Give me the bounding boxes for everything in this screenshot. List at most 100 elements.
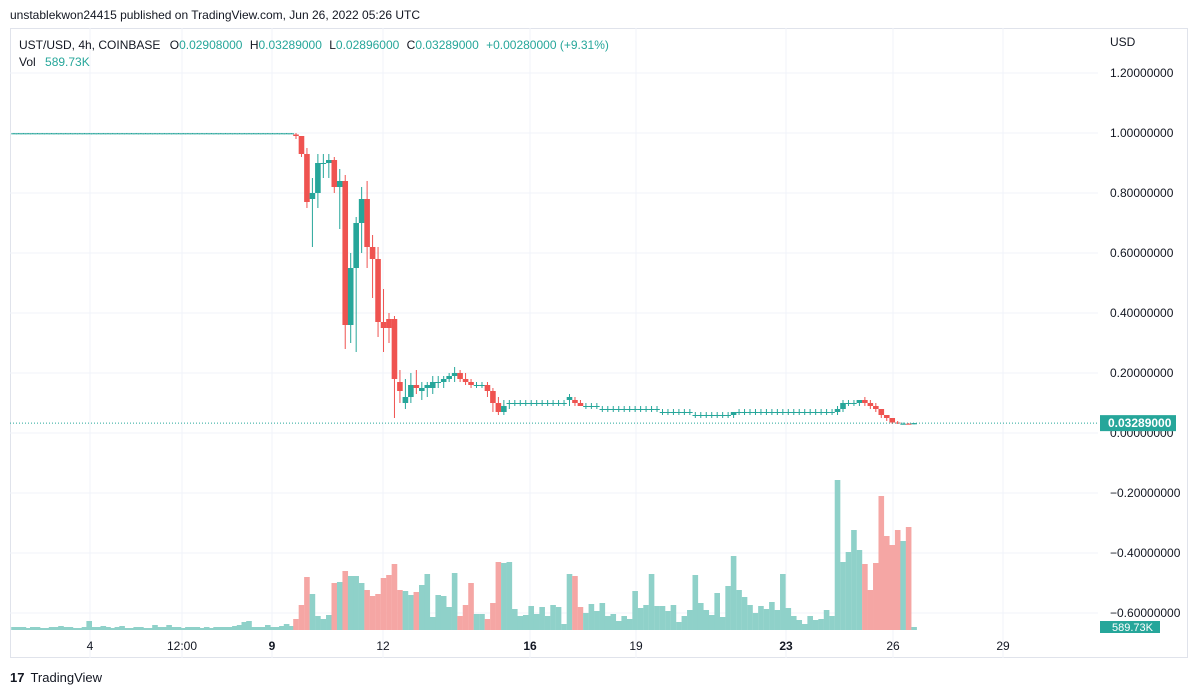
candle-body [331,160,338,187]
footer-brand[interactable]: 17 TradingView [10,670,102,685]
volume-bar [175,627,182,630]
volume-label[interactable]: Vol [19,55,36,69]
volume-bar [419,585,425,630]
high-value: 0.03289000 [258,38,322,52]
candle-body [637,409,644,410]
volume-bar [15,627,22,630]
candle-body [599,409,606,410]
time-tick-label: 29 [996,639,1010,653]
volume-bar [801,624,808,630]
candle-body [269,133,276,135]
volume-bar [283,624,290,630]
candle-body [900,423,906,425]
candle-body [30,133,36,135]
price-unit-label: USD [1110,35,1136,49]
candle-body [39,133,45,135]
volume-bar [479,614,485,630]
candle-body [241,133,248,135]
candle-body [446,376,452,379]
volume-bar [911,627,917,630]
close-value: 0.03289000 [415,38,479,52]
low-label: L [329,38,336,52]
candle-body [194,133,201,135]
candle-body [747,412,753,413]
candle-body [175,133,182,135]
candle-body [812,412,819,413]
candle-body [780,412,786,413]
volume-bar [397,590,403,630]
volume-bar [342,571,349,630]
candle-body [626,409,633,410]
volume-bar [807,616,813,630]
candle-body [610,409,617,410]
volume-bar [829,616,835,630]
publisher-line: unstablekwon24415 published on TradingVi… [10,8,421,22]
volume-bar [763,609,770,630]
candle-body [397,382,403,391]
candle-body [185,133,191,135]
volume-bar [194,627,201,630]
candle-body [774,412,781,413]
candle-body [161,133,168,135]
candle-body [255,133,262,135]
candle-body [189,133,196,135]
volume-bar [353,576,359,630]
price-tick-label: 1.20000000 [1110,66,1174,80]
candle-body [171,133,177,135]
volume-bar [293,619,299,630]
volume-bar [708,615,715,630]
volume-bar [279,626,285,630]
volume-bar [878,496,885,630]
candle-body [353,223,359,268]
volume-bar [326,615,332,630]
volume-bar [790,616,797,630]
candle-body [665,412,671,413]
candle-body [763,412,770,413]
candle-body [72,133,78,135]
volume-bar [203,627,210,630]
volume-bar [320,619,327,630]
volume-bar [331,583,338,630]
volume-bar [856,550,863,630]
candle-body [648,409,655,410]
volume-bar [166,625,172,630]
volume-bar [62,627,69,630]
chart-legend: UST/USD, 4h, COINBASE O0.02908000 H0.032… [19,37,609,71]
candle-body [615,409,622,410]
candle-body [730,412,737,415]
candle-body [561,403,567,404]
candle-body [533,403,540,404]
candle-body [659,412,666,413]
volume-bar [142,628,149,630]
volume-bar [697,603,704,630]
candle-body [138,133,144,135]
price-tick-label: 0.60000000 [1110,246,1174,260]
volume-bar [643,605,649,630]
volume-bar [260,627,266,630]
candle-body [429,382,436,388]
volume-bar [156,627,163,630]
time-tick-label: 19 [629,639,643,653]
volume-bar [834,480,841,630]
volume-bar [484,619,491,630]
candle-body [512,403,518,404]
volume-bar [654,606,660,630]
volume-bar [561,624,567,630]
volume-bar [91,627,97,630]
volume-bar [446,607,452,630]
open-value: 0.02908000 [179,38,243,52]
volume-bar [555,607,562,630]
volume-bar [11,627,17,630]
candle-body [81,133,88,135]
candle-body [451,373,458,376]
candle-body [77,133,83,135]
symbol-label[interactable]: UST/USD, 4h, COINBASE [19,38,161,52]
candle-body [326,160,332,163]
volume-bar [413,592,420,630]
candle-body [758,412,764,413]
volume-bar [594,611,600,630]
candle-body [769,412,775,413]
volume-bar [232,626,238,630]
volume-bar [380,578,387,630]
